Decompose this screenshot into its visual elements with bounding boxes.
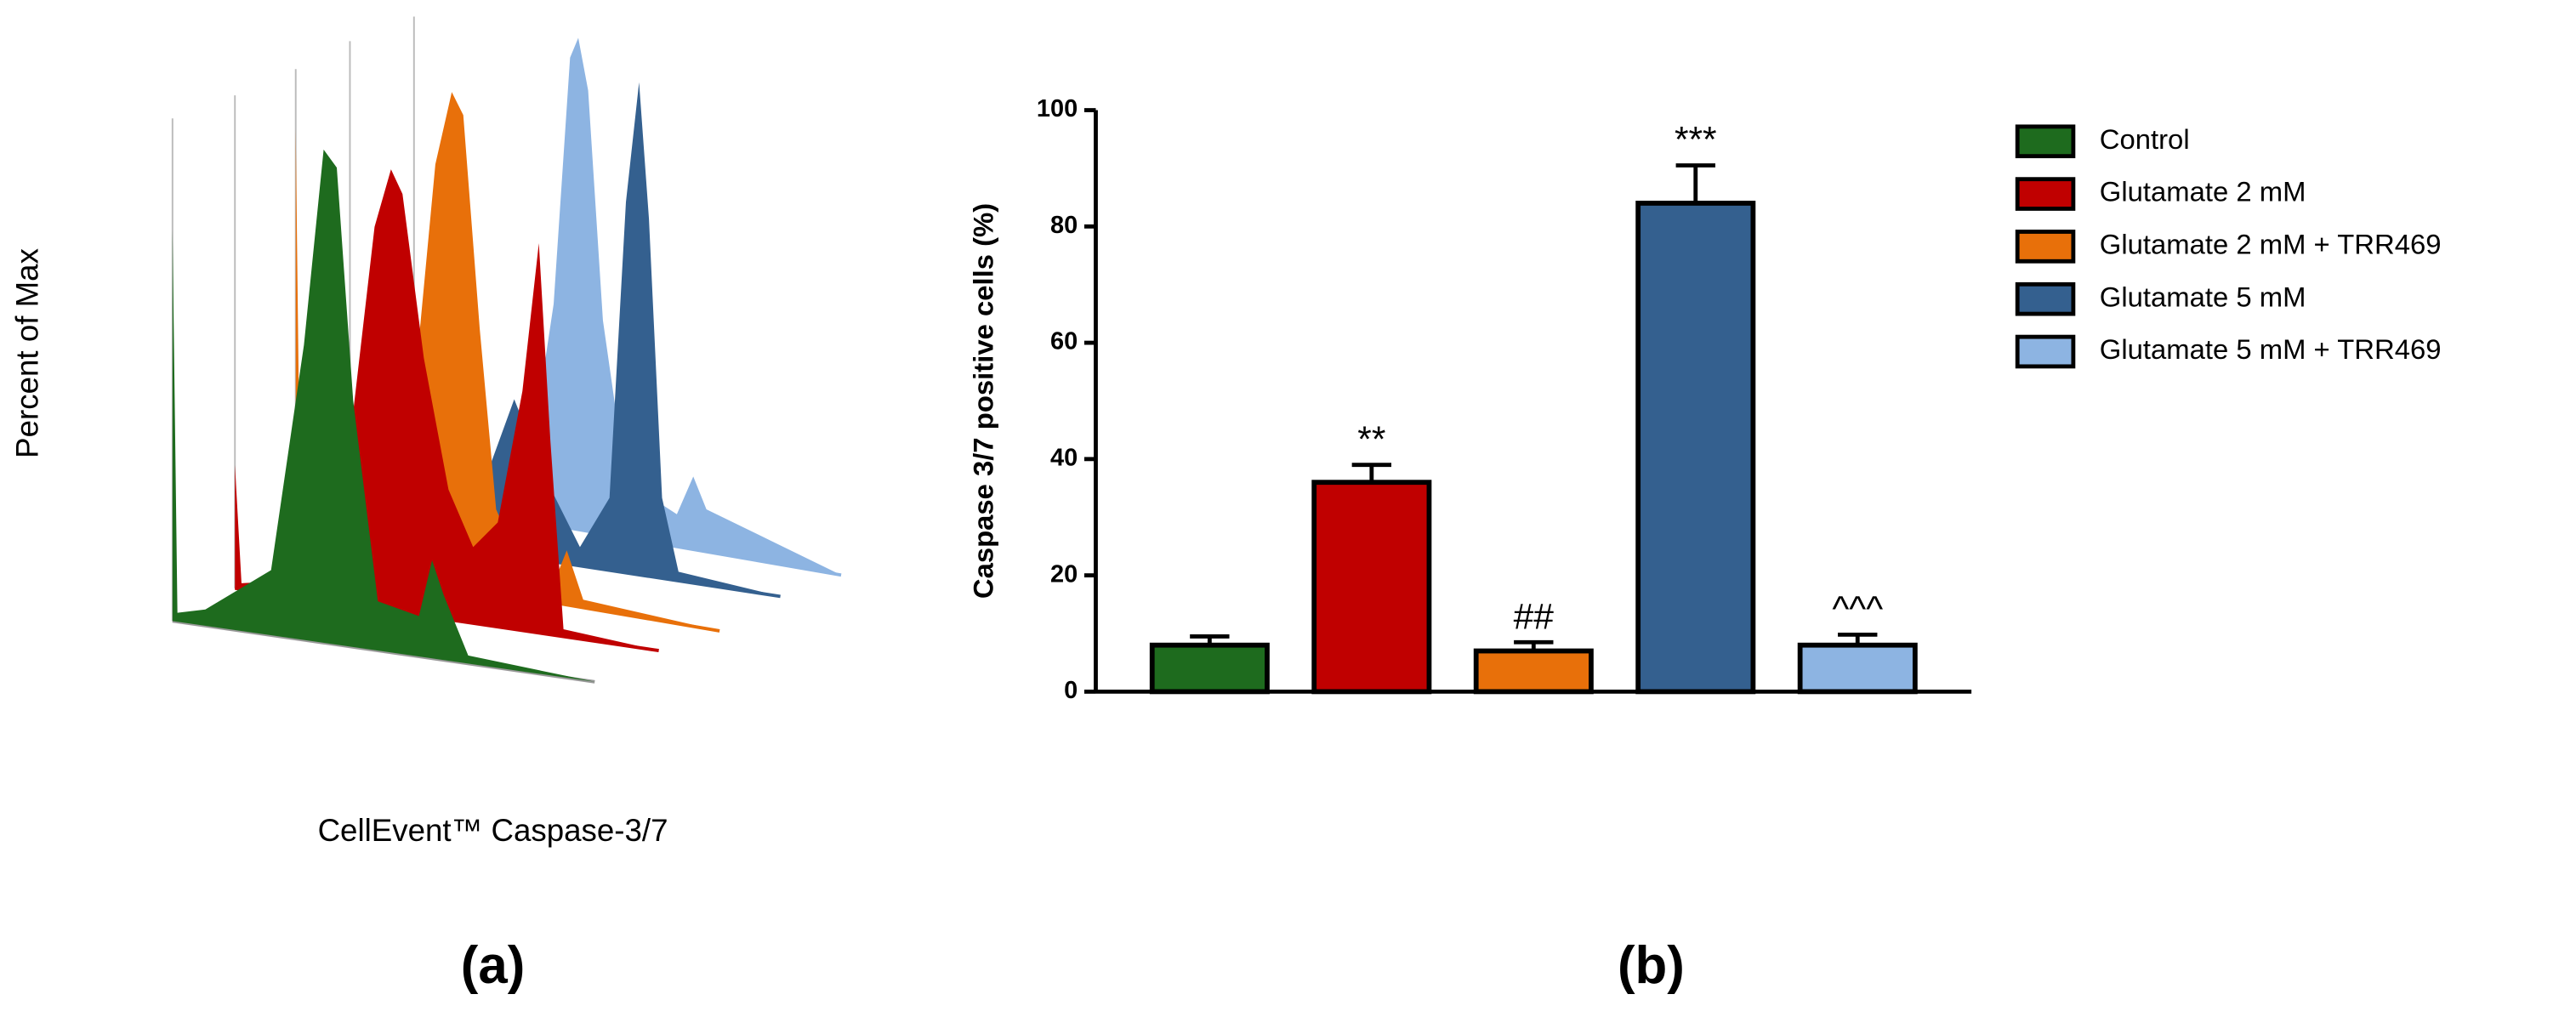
bar <box>1311 480 1432 695</box>
legend-swatch <box>2015 230 2076 264</box>
axis-label: CellEvent™ Caspase-3/7 <box>318 813 668 848</box>
bar <box>1149 642 1270 695</box>
panel-label: (a) <box>461 936 526 995</box>
legend-swatch <box>2015 334 2076 369</box>
bar <box>1635 201 1756 695</box>
legend-label: Glutamate 5 mM + TRR469 <box>2100 333 2442 365</box>
y-tick-label: 60 <box>1050 328 1078 355</box>
annotation: ^^^ <box>1832 590 1883 630</box>
legend-swatch <box>2015 124 2076 159</box>
annotation: ## <box>1514 597 1555 637</box>
legend-swatch <box>2015 281 2076 316</box>
y-tick-label: 80 <box>1050 212 1078 239</box>
histogram-panel <box>171 16 842 684</box>
axis-label: Caspase 3/7 positive cells (%) <box>968 203 999 599</box>
legend-label: Control <box>2100 123 2190 155</box>
annotation: ** <box>1357 420 1385 460</box>
y-tick-label: 0 <box>1064 677 1078 704</box>
bar <box>1473 648 1594 695</box>
legend-label: Glutamate 5 mM <box>2100 281 2306 312</box>
panel-label: (b) <box>1618 936 1685 995</box>
legend-label: Glutamate 2 mM + TRR469 <box>2100 229 2442 260</box>
bar <box>1797 642 1918 695</box>
axis-label: Percent of Max <box>9 248 44 458</box>
legend-label: Glutamate 2 mM <box>2100 176 2306 207</box>
y-tick-label: 100 <box>1037 95 1078 122</box>
legend-swatch <box>2015 177 2076 211</box>
annotation: *** <box>1675 121 1717 161</box>
y-tick-label: 40 <box>1050 445 1078 472</box>
y-tick-label: 20 <box>1050 560 1078 588</box>
histogram-layer <box>171 118 595 684</box>
